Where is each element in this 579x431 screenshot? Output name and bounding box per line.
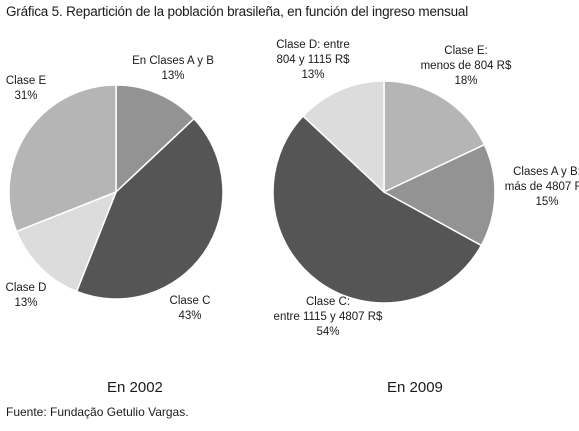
pie-0-slice-0 — [115, 84, 196, 194]
pie-0-slice-2 — [15, 190, 118, 293]
pie-1-slice-0 — [383, 80, 486, 194]
source-note: Fuente: Fundação Getulio Vargas. — [6, 405, 189, 419]
pie-1-slice-1-label: Clases A y B:más de 4807 R$15% — [505, 166, 579, 208]
pie-1-slice-1 — [382, 143, 496, 247]
caption-2009: En 2009 — [387, 379, 443, 396]
pie-0-slice-3-label: Clase E 31% — [6, 75, 47, 102]
pie-0-slice-0-label: En Clases A y B 13% — [132, 55, 214, 82]
caption-2002: En 2002 — [107, 379, 163, 396]
pie-0-slice-3 — [8, 84, 117, 233]
pie-1-slice-3 — [302, 80, 385, 194]
pie-1-slice-0-label: Clase E: menos de 804 R$ 18% — [421, 45, 512, 87]
pie-1-slice-2 — [272, 114, 483, 304]
chart-title: Gráfica 5. Repartición de la población b… — [6, 4, 469, 19]
pie-0-slice-2-label: Clase D 13% — [6, 282, 47, 309]
pie-0-slice-1 — [75, 117, 224, 300]
pie-0-slice-1-label: Clase C 43% — [170, 295, 211, 322]
pie-1-slice-3-label: Clase D: entre 804 y 1115 R$ 13% — [276, 39, 350, 81]
pie-1-slice-2-label: Clase C: entre 1115 y 4807 R$ 54% — [274, 296, 384, 338]
